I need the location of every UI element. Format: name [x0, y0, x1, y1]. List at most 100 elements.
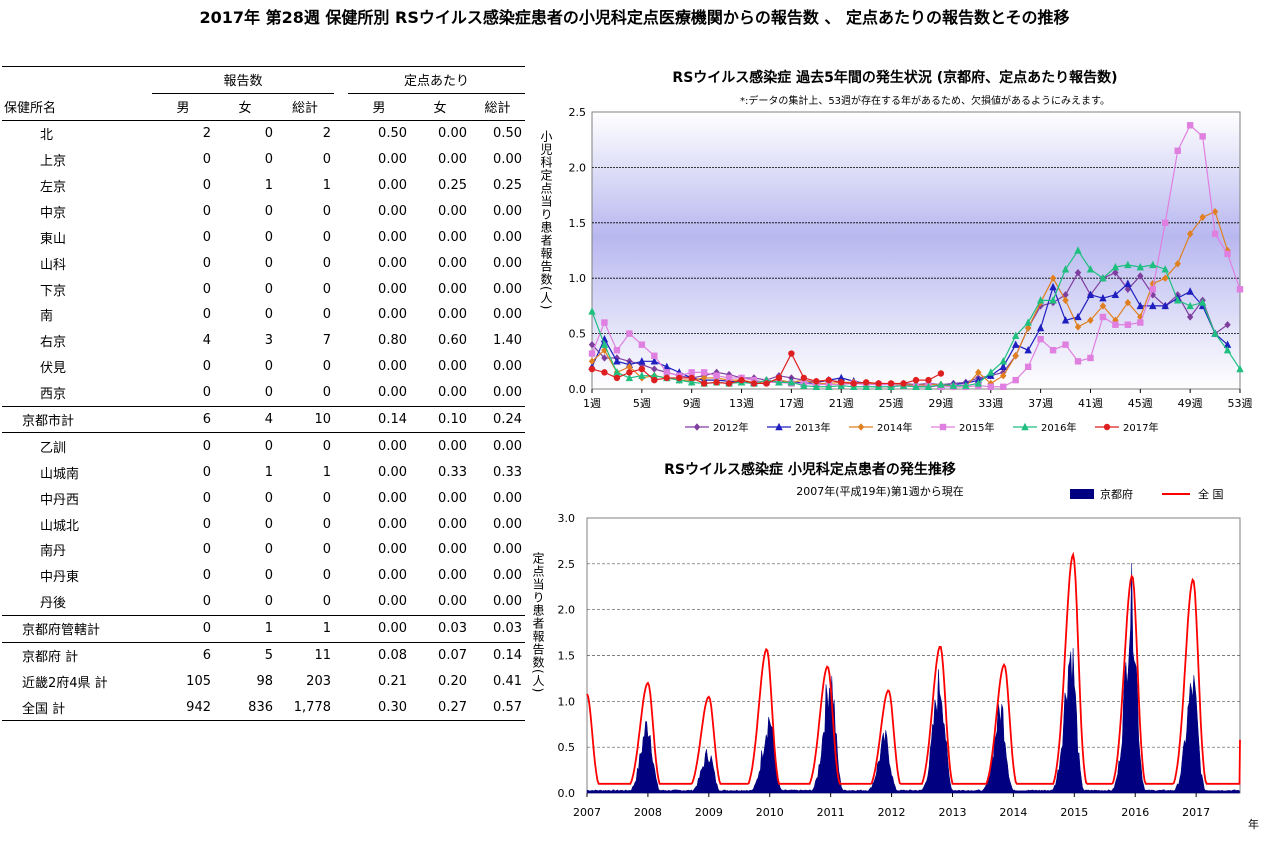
group-header-reports: 報告数	[152, 66, 334, 94]
table-row: 北 2 0 2 0.50 0.00 0.50	[2, 119, 525, 147]
cell-value: 0.00	[378, 281, 407, 297]
chart1-data-point	[1086, 290, 1095, 299]
chart1-data-point	[1062, 341, 1069, 348]
chart1-data-point	[962, 381, 970, 389]
cell-value: 0.25	[493, 178, 522, 193]
chart1-data-point	[1186, 313, 1194, 321]
chart1-ytick-label: 0.5	[569, 328, 587, 341]
chart1-data-point	[700, 380, 708, 387]
chart1-data-point	[725, 380, 733, 387]
cell-value: 0.00	[378, 464, 407, 480]
table-row: 京都府管轄計 0 1 1 0.00 0.03 0.03	[2, 614, 525, 643]
cell-value: 0.00	[493, 281, 522, 297]
chart1-data-point	[1099, 274, 1107, 282]
chart1-data-point	[1173, 296, 1182, 304]
chart1-legend-item: 2012年	[685, 421, 748, 434]
chart2-ytick-label: 2.5	[558, 558, 576, 571]
chart2-xtick-label: 2010	[756, 806, 784, 819]
chart1-data-point	[626, 369, 633, 376]
chart1-ylabel: 小児科定点当り患者報告数(人)	[539, 130, 553, 311]
chart1-legend-item: 2013年	[767, 421, 830, 434]
row-name: 中丹東	[40, 570, 80, 586]
cell-value: 0.14	[470, 641, 525, 669]
chart2-xtick-label: 2011	[817, 806, 845, 819]
cell-value: 0.33	[438, 464, 467, 480]
chart2-ytick-label: 0.5	[558, 741, 576, 754]
cell-value: 0	[322, 281, 331, 297]
chart1-legend-marker	[775, 422, 783, 431]
chart1-xtick-label: 53週	[1228, 397, 1253, 410]
cell-value: 0.57	[470, 694, 525, 722]
cell-value: 1	[322, 464, 331, 480]
row-name: 南	[40, 309, 54, 325]
cell-value: 0.00	[438, 307, 467, 323]
cell-value: 1.40	[493, 333, 522, 349]
cell-value: 0.00	[470, 432, 525, 460]
chart1-series-2016年	[588, 246, 1244, 390]
chart1-data-point	[1062, 291, 1069, 299]
weekly-5year-chart: RSウイルス感染症 過去5年間の発生状況 (京都府、定点あたり報告数) *:データ…	[539, 69, 1253, 434]
chart1-xtick-label: 21週	[829, 397, 854, 410]
chart1-data-point	[912, 376, 920, 384]
cell-value: 0.00	[493, 490, 522, 506]
cell-value: 0.00	[493, 307, 522, 323]
cell-value: 0	[264, 255, 273, 271]
cell-value: 1	[276, 614, 334, 643]
chart1-data-point	[687, 378, 696, 386]
chart1-data-point	[588, 307, 596, 315]
table-row: 中丹東 0 0 0 0.00 0.00 0.00	[2, 563, 525, 589]
cell-value: 0	[214, 119, 276, 147]
row-name: 下京	[40, 283, 67, 299]
chart1-data-point	[613, 374, 621, 382]
cell-value: 1	[322, 178, 331, 193]
cell-value: 0.00	[493, 359, 522, 375]
chart1-data-point	[875, 380, 882, 387]
cell-value: 0.00	[378, 307, 407, 323]
chart1-legend-label: 2017年	[1123, 421, 1158, 434]
chart1-data-point	[1211, 329, 1219, 337]
report-table: 報告数 定点あたり 保健所名 男 女 総計 男 女 総計 北 2 0 2 0.50 0.0…	[2, 66, 525, 722]
chart1-data-point	[651, 352, 658, 359]
chart1-data-point	[1124, 321, 1132, 328]
cell-value: 10	[276, 405, 334, 433]
chart1-data-point	[1012, 376, 1019, 384]
cell-value: 0.00	[438, 542, 467, 558]
cell-value: 0	[322, 203, 331, 219]
chart1-ytick-label: 1.0	[569, 272, 587, 285]
cell-value: 0	[202, 203, 211, 219]
chart1-data-point	[1036, 323, 1045, 332]
table-row: 丹後 0 0 0 0.00 0.00 0.00	[2, 589, 525, 615]
chart1-legend-item: 2016年	[1013, 421, 1076, 434]
chart1-data-point	[1074, 358, 1082, 365]
cell-value: 0.00	[378, 152, 407, 168]
chart1-xtick-label: 49週	[1178, 397, 1203, 410]
chart1-data-point	[1061, 265, 1070, 273]
chart1-data-point	[1011, 340, 1020, 348]
chart1-data-point	[974, 379, 983, 387]
chart1-data-point	[1162, 219, 1169, 226]
chart1-data-point	[1236, 286, 1244, 293]
chart1-data-point	[1124, 298, 1132, 307]
cell-value: 0.60	[438, 333, 467, 349]
chart1-data-point	[676, 374, 683, 382]
chart1-data-point	[887, 380, 895, 387]
chart1-data-point	[825, 382, 833, 390]
cell-value: 0.00	[438, 281, 467, 297]
chart1-data-point	[688, 369, 695, 376]
column-header: 女	[238, 101, 252, 117]
page-title: 2017年 第28週 保健所別 RSウイルス感染症患者の小児科定点医療機関からの…	[199, 8, 1070, 27]
cell-value: 0.14	[348, 405, 410, 433]
chart1-data-point	[750, 380, 758, 387]
chart1-data-point	[1074, 246, 1082, 254]
chart1-data-point	[1049, 296, 1057, 304]
chart1-data-point	[1087, 354, 1094, 362]
chart1-ytick-label: 2.0	[569, 161, 587, 174]
chart1-data-point	[1112, 321, 1119, 328]
chart1-data-point	[1024, 363, 1032, 371]
chart1-data-point	[1161, 301, 1169, 310]
cell-value: 0	[322, 490, 331, 506]
table-row: 南丹 0 0 0 0.00 0.00 0.00	[2, 537, 525, 563]
cell-value: 0	[202, 281, 211, 297]
chart1-data-point	[1149, 291, 1156, 299]
chart1-data-point	[588, 365, 596, 373]
